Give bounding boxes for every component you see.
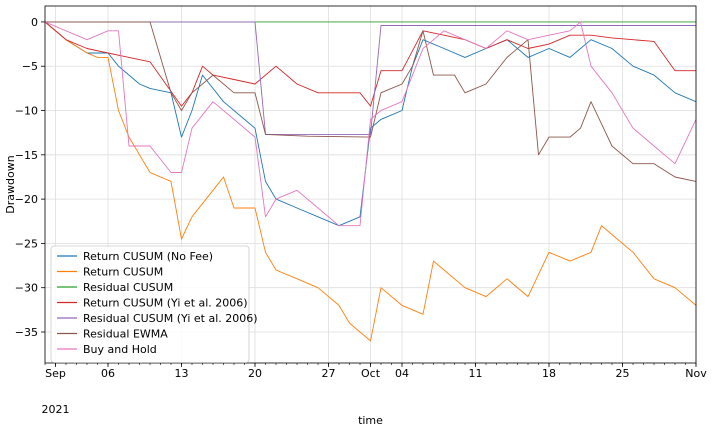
y-tick-label: −30 <box>15 282 38 295</box>
x-tick-label: 13 <box>175 367 189 380</box>
x-tick-label: Sep <box>45 367 66 380</box>
x-tick-label: 20 <box>248 367 262 380</box>
legend-entry-label: Residual CUSUM (Yi et al. 2006) <box>83 312 258 325</box>
x-tick-label: 06 <box>101 367 115 380</box>
y-tick-label: 0 <box>31 16 38 29</box>
series-line <box>45 21 696 182</box>
legend-entry-label: Return CUSUM <box>83 266 163 279</box>
x-tick-label: Oct <box>361 367 381 380</box>
y-tick-label: −15 <box>15 149 38 162</box>
legend-entry-label: Buy and Hold <box>83 343 157 356</box>
legend-entry-label: Return CUSUM (No Fee) <box>83 250 213 263</box>
y-axis-ticks: 0 −5 −10 −15 −20 −25 −30 −35 <box>15 16 45 339</box>
y-tick-label: −10 <box>15 105 38 118</box>
series-line <box>45 21 696 107</box>
y-tick-label: −25 <box>15 237 38 250</box>
x-tick-label: 18 <box>542 367 556 380</box>
legend-entry-label: Residual CUSUM <box>83 281 173 294</box>
x-tick-sublabel: 2021 <box>42 403 70 416</box>
x-tick-label: 27 <box>322 367 336 380</box>
legend-entry-label: Return CUSUM (Yi et al. 2006) <box>83 297 248 310</box>
legend-entry-label: Residual EWMA <box>83 328 168 341</box>
series-line <box>45 21 696 342</box>
x-tick-label: 11 <box>469 367 483 380</box>
legend-frame <box>50 245 250 363</box>
y-tick-label: −35 <box>15 326 38 339</box>
x-tick-label: Nov <box>685 367 707 380</box>
series-layer <box>45 21 696 342</box>
x-axis-label: time <box>358 414 383 427</box>
y-axis-label: Drawdown <box>4 155 17 213</box>
y-tick-label: −5 <box>22 60 38 73</box>
x-axis-ticks: Sep 2021 06 13 20 27 Oct 04 11 18 25 Nov <box>42 363 707 416</box>
x-tick-label: 04 <box>395 367 409 380</box>
y-tick-label: −20 <box>15 193 38 206</box>
legend: Return CUSUM (No Fee) Return CUSUM Residua… <box>50 245 258 363</box>
series-line <box>45 21 696 135</box>
x-tick-label: 25 <box>616 367 630 380</box>
series-line <box>45 21 696 227</box>
